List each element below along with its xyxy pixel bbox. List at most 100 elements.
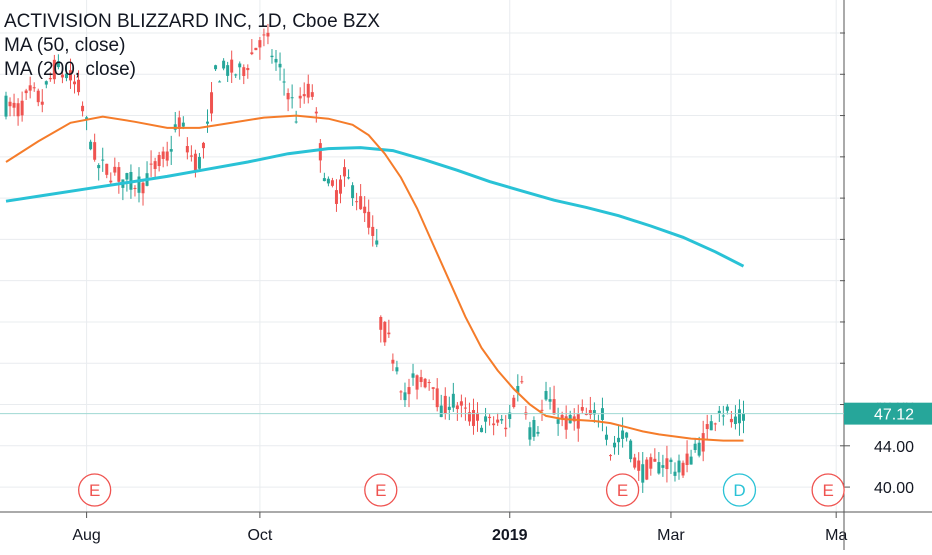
candle — [262, 28, 266, 47]
candle — [625, 431, 629, 442]
candle — [20, 91, 24, 122]
candle — [363, 196, 367, 222]
candle-body — [85, 117, 89, 120]
candle-body — [4, 95, 8, 117]
candle — [206, 109, 209, 133]
candle — [685, 440, 689, 473]
candle — [399, 390, 403, 401]
candle-body — [733, 416, 737, 425]
candle-body — [520, 381, 524, 383]
candle — [326, 176, 330, 187]
candle — [512, 394, 516, 409]
candle-body — [141, 182, 145, 194]
candle — [496, 412, 500, 426]
candle — [24, 88, 28, 100]
candle-body — [665, 458, 669, 470]
candle — [254, 47, 258, 51]
candle-body — [443, 395, 447, 414]
candle — [609, 454, 612, 461]
marker-circle — [722, 473, 757, 507]
candle-body — [68, 70, 72, 81]
candle-body — [697, 442, 701, 456]
candle-body — [44, 81, 48, 85]
candle-body — [677, 460, 681, 473]
candle — [238, 61, 242, 80]
candle-body — [560, 414, 564, 419]
candle — [431, 387, 435, 401]
candle — [294, 110, 298, 124]
candle-body — [28, 85, 32, 91]
candle — [391, 353, 395, 372]
earnings-marker[interactable]: E — [364, 473, 398, 507]
candle — [451, 382, 455, 412]
candle-body — [645, 459, 649, 480]
candle-body — [81, 105, 85, 112]
indicator-ma200[interactable]: MA (200, close) — [4, 59, 136, 80]
candle — [56, 54, 60, 70]
candle — [185, 137, 189, 160]
candle-body — [246, 68, 250, 71]
marker-label: E — [375, 481, 386, 500]
candle-body — [282, 81, 286, 83]
candle-body — [721, 415, 725, 417]
candle-body — [427, 382, 431, 384]
candle — [693, 437, 697, 453]
candle — [52, 54, 56, 84]
last-price-label: 47.12 — [874, 407, 914, 424]
x-tick-label: Mar — [657, 527, 685, 544]
candle-body — [201, 142, 205, 149]
candle — [544, 381, 548, 402]
candle-body — [193, 153, 197, 171]
earnings-marker[interactable]: E — [811, 473, 845, 507]
candle — [306, 74, 310, 104]
candle-body — [717, 410, 721, 414]
candle-body — [629, 440, 633, 460]
candle — [709, 414, 713, 431]
x-tick-label: Ma — [825, 527, 847, 544]
earnings-marker[interactable]: E — [78, 473, 112, 507]
candle — [97, 163, 101, 181]
candle — [484, 407, 488, 434]
candle — [467, 402, 471, 426]
candle-body — [673, 471, 677, 476]
candle-body — [113, 166, 117, 173]
candle-body — [512, 397, 516, 408]
candle — [322, 172, 326, 182]
candle — [681, 460, 685, 478]
candle-body — [709, 421, 713, 431]
earnings-marker[interactable]: E — [605, 473, 640, 507]
candle — [77, 70, 81, 96]
candle-body — [540, 409, 544, 411]
candle — [645, 457, 649, 481]
candle-body — [326, 178, 330, 184]
candle-body — [133, 187, 137, 189]
last-price-badge — [844, 402, 932, 425]
candle — [355, 192, 359, 211]
candle-body — [556, 419, 560, 424]
candle-body — [459, 401, 463, 406]
candle-body — [310, 92, 314, 97]
candle-body — [306, 83, 310, 98]
candle-body — [455, 405, 459, 410]
candle-body — [439, 405, 443, 418]
candle-body — [395, 367, 399, 372]
candle — [93, 133, 97, 162]
candle — [36, 88, 40, 107]
candle — [101, 147, 105, 172]
candle — [576, 404, 580, 442]
candle-body — [617, 437, 621, 443]
indicator-ma50[interactable]: MA (50, close) — [4, 35, 126, 56]
candle — [725, 404, 729, 415]
candle — [153, 157, 157, 179]
candle-body — [177, 117, 181, 129]
candle — [701, 420, 705, 462]
candle — [230, 50, 234, 83]
candle — [177, 110, 181, 137]
symbol-title[interactable]: ACTIVISION BLIZZARD INC, 1D, Cboe BZX — [4, 11, 380, 32]
candle-body — [330, 180, 334, 186]
candle — [201, 141, 205, 159]
candle — [278, 52, 282, 81]
candle-body — [661, 465, 665, 468]
dividend-marker[interactable]: D — [722, 473, 757, 507]
